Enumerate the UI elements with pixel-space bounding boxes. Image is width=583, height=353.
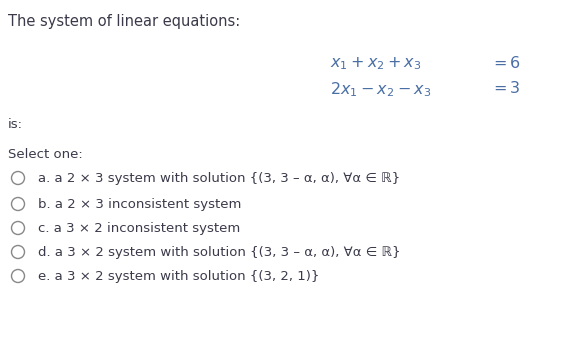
- Text: $x_1 + x_2 + x_3$: $x_1 + x_2 + x_3$: [330, 55, 422, 72]
- Text: c. a 3 × 2 inconsistent system: c. a 3 × 2 inconsistent system: [38, 222, 240, 235]
- Text: d. a 3 × 2 system with solution {(3, 3 – α, α), ∀α ∈ ℝ}: d. a 3 × 2 system with solution {(3, 3 –…: [38, 246, 401, 259]
- Text: $= 6$: $= 6$: [490, 55, 521, 71]
- Text: The system of linear equations:: The system of linear equations:: [8, 14, 240, 29]
- Text: e. a 3 × 2 system with solution {(3, 2, 1)}: e. a 3 × 2 system with solution {(3, 2, …: [38, 270, 319, 283]
- Text: b. a 2 × 3 inconsistent system: b. a 2 × 3 inconsistent system: [38, 198, 241, 211]
- Text: is:: is:: [8, 118, 23, 131]
- Text: Select one:: Select one:: [8, 148, 83, 161]
- Text: $2x_1 - x_2 - x_3$: $2x_1 - x_2 - x_3$: [330, 80, 431, 99]
- Text: a. a 2 × 3 system with solution {(3, 3 – α, α), ∀α ∈ ℝ}: a. a 2 × 3 system with solution {(3, 3 –…: [38, 172, 400, 185]
- Text: $= 3$: $= 3$: [490, 80, 521, 96]
